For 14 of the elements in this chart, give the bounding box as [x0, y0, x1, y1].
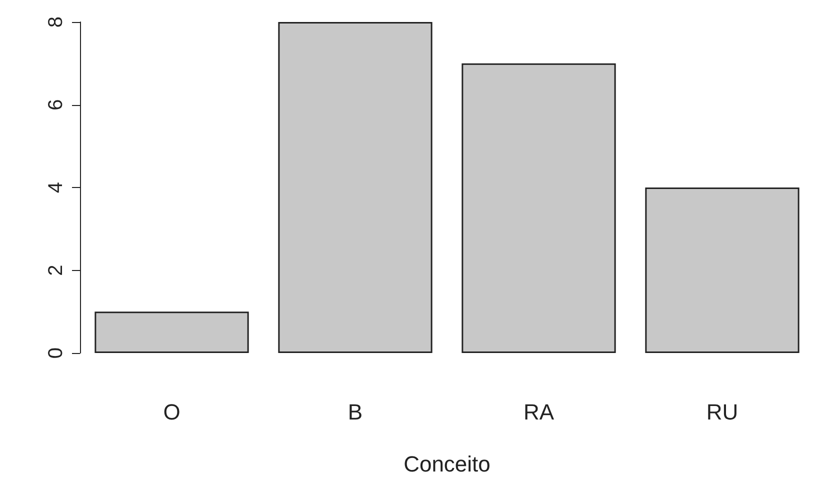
x-tick-label: RU: [706, 400, 738, 424]
y-tick-label: 4: [45, 182, 67, 194]
y-tick-label: 6: [45, 99, 67, 110]
x-tick-label: O: [163, 400, 180, 424]
y-tick-label: 0: [45, 347, 67, 359]
x-axis-title: Conceito: [404, 452, 490, 476]
bar: [462, 63, 616, 353]
y-tick-label: 8: [45, 16, 67, 28]
x-tick-label: B: [348, 400, 363, 424]
bar: [94, 312, 249, 353]
bar: [278, 22, 432, 353]
x-tick-label: RA: [523, 400, 554, 424]
bar: [645, 188, 800, 353]
y-tick-label: 2: [45, 264, 67, 276]
